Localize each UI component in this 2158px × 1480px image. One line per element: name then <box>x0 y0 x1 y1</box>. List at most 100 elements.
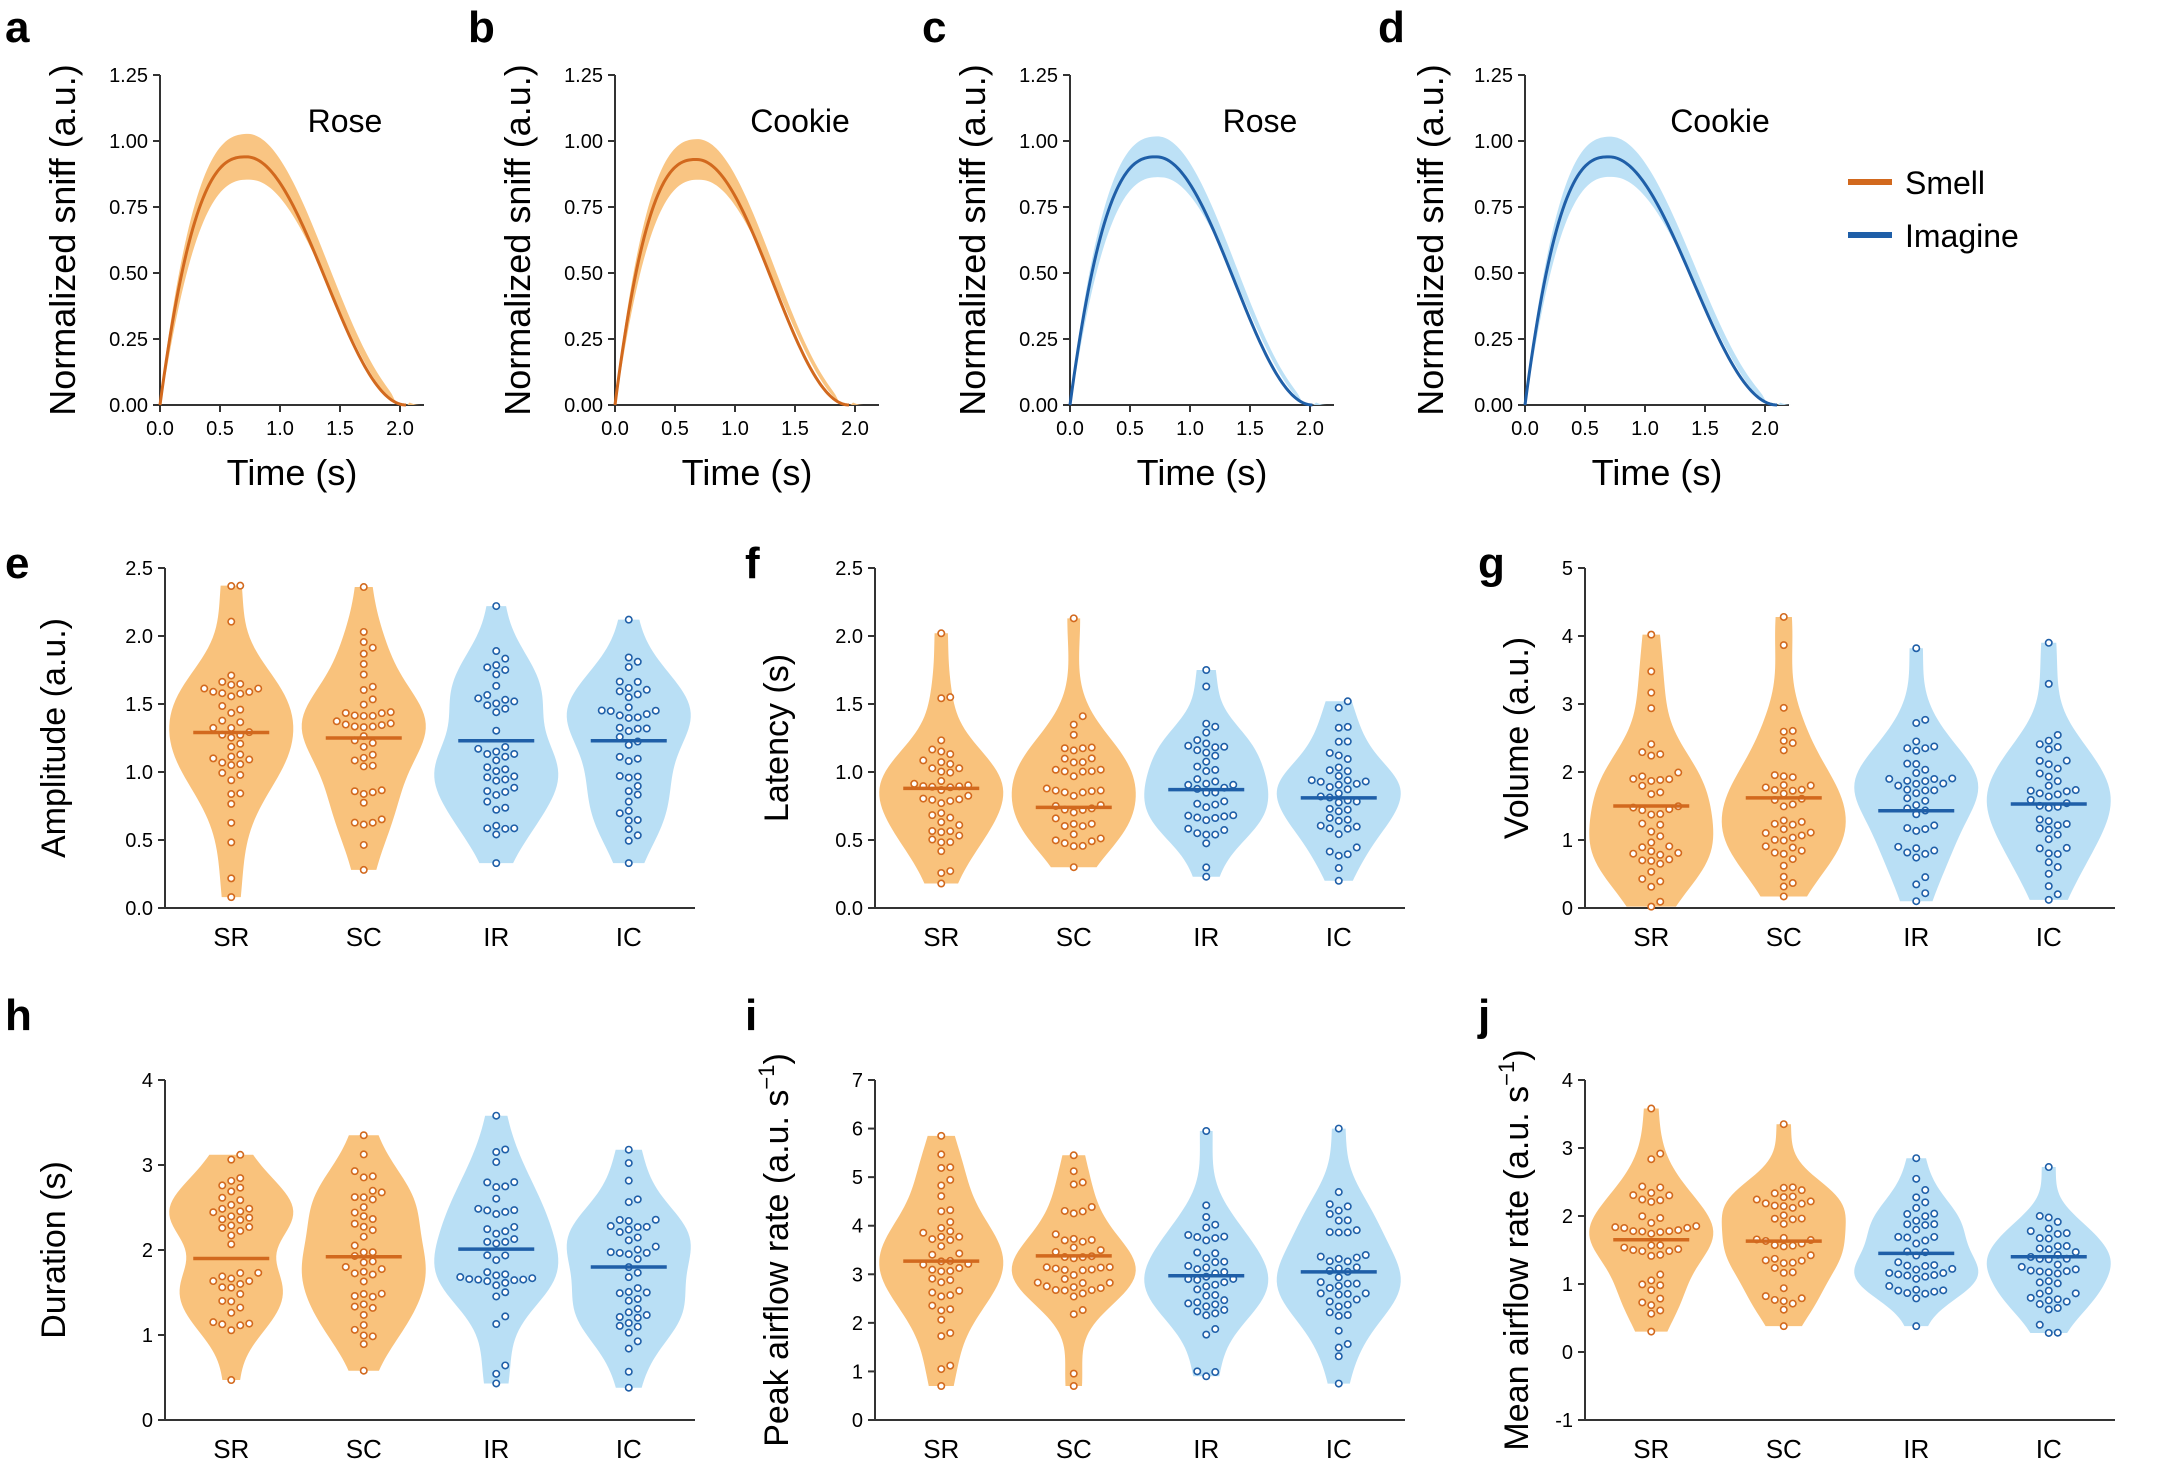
y-axis-label: Volume (a.u.) <box>1498 637 1536 839</box>
data-point <box>501 695 510 704</box>
data-point <box>1334 1311 1343 1320</box>
data-point <box>1894 1270 1903 1279</box>
data-point <box>2062 1229 2071 1238</box>
data-point <box>1325 1283 1334 1292</box>
data-point <box>1211 1368 1220 1377</box>
data-point <box>1078 712 1087 721</box>
data-point <box>2053 1242 2062 1251</box>
data-point <box>2053 1260 2062 1269</box>
data-point <box>1184 1230 1193 1239</box>
data-point <box>1903 759 1912 768</box>
data-point <box>227 1283 236 1292</box>
data-point <box>1779 1305 1788 1314</box>
data-point <box>218 1204 227 1213</box>
data-point <box>1220 1296 1229 1305</box>
series-line-smell <box>613 157 850 407</box>
data-point <box>528 1274 537 1283</box>
data-point <box>1325 1209 1334 1218</box>
data-point <box>1202 1311 1211 1320</box>
data-point <box>624 1236 633 1245</box>
category-label: IR <box>1193 922 1219 952</box>
data-point <box>359 660 368 669</box>
data-point <box>359 1193 368 1202</box>
y-tick-label: 1.0 <box>835 762 863 784</box>
data-point <box>624 1383 633 1392</box>
data-point <box>1352 1253 1361 1262</box>
data-point <box>227 1326 236 1335</box>
data-point <box>1779 816 1788 825</box>
data-point <box>1069 819 1078 828</box>
data-point <box>633 790 642 799</box>
data-point <box>510 697 519 706</box>
data-point <box>1921 825 1930 834</box>
data-point <box>236 1174 245 1183</box>
data-point <box>1361 1251 1370 1260</box>
data-point <box>1087 767 1096 776</box>
data-point <box>1921 715 1930 724</box>
data-point <box>1105 1278 1114 1287</box>
data-point <box>1638 1280 1647 1289</box>
data-point <box>227 723 236 732</box>
data-point <box>377 709 386 718</box>
data-point <box>1939 1269 1948 1278</box>
data-point <box>236 1196 245 1205</box>
data-point <box>1202 1302 1211 1311</box>
data-point <box>1788 1299 1797 1308</box>
data-point <box>359 1267 368 1276</box>
y-tick-label: 2.0 <box>835 626 863 648</box>
category-label: IR <box>1193 1434 1219 1464</box>
data-point <box>1343 776 1352 785</box>
panel-title: Cookie <box>750 103 850 139</box>
data-point <box>1325 1308 1334 1317</box>
data-point <box>492 661 501 670</box>
data-point <box>1060 744 1069 753</box>
data-point <box>501 824 510 833</box>
data-point <box>937 1365 946 1374</box>
data-point <box>928 827 937 836</box>
data-point <box>359 1331 368 1340</box>
data-point <box>946 838 955 847</box>
data-point <box>2053 1229 2062 1238</box>
data-point <box>624 1318 633 1327</box>
data-point <box>1647 1286 1656 1295</box>
data-point <box>1665 775 1674 784</box>
data-point <box>368 643 377 652</box>
data-point <box>633 657 642 666</box>
data-point <box>2035 1320 2044 1329</box>
data-point <box>501 1227 510 1236</box>
data-point <box>359 762 368 771</box>
violin-SR <box>169 1154 294 1381</box>
data-point <box>2044 1305 2053 1314</box>
data-point <box>1316 821 1325 830</box>
data-point <box>1761 783 1770 792</box>
data-point <box>218 768 227 777</box>
data-point <box>937 1163 946 1172</box>
panel-letter: c <box>922 3 946 52</box>
data-point <box>1912 853 1921 862</box>
data-point <box>236 1207 245 1216</box>
data-point <box>1343 850 1352 859</box>
data-point <box>1656 859 1665 868</box>
data-point <box>1202 1263 1211 1272</box>
data-point <box>1656 1149 1665 1158</box>
data-point <box>606 1248 615 1257</box>
data-point <box>227 776 236 785</box>
category-label: IC <box>2036 922 2062 952</box>
data-point <box>1352 843 1361 852</box>
data-point <box>1334 1254 1343 1263</box>
data-point <box>236 689 245 698</box>
data-point <box>492 1256 501 1265</box>
data-point <box>2044 792 2053 801</box>
data-point <box>2035 1234 2044 1243</box>
data-point <box>1921 849 1930 858</box>
data-point <box>218 1320 227 1329</box>
data-point <box>245 687 254 696</box>
data-point <box>1656 820 1665 829</box>
panel-letter: b <box>468 3 495 52</box>
y-axis-label: Latency (s) <box>758 654 796 822</box>
data-point <box>368 1332 377 1341</box>
data-point <box>1620 1223 1629 1232</box>
data-point <box>1779 861 1788 870</box>
data-point <box>1788 820 1797 829</box>
data-point <box>368 1186 377 1195</box>
